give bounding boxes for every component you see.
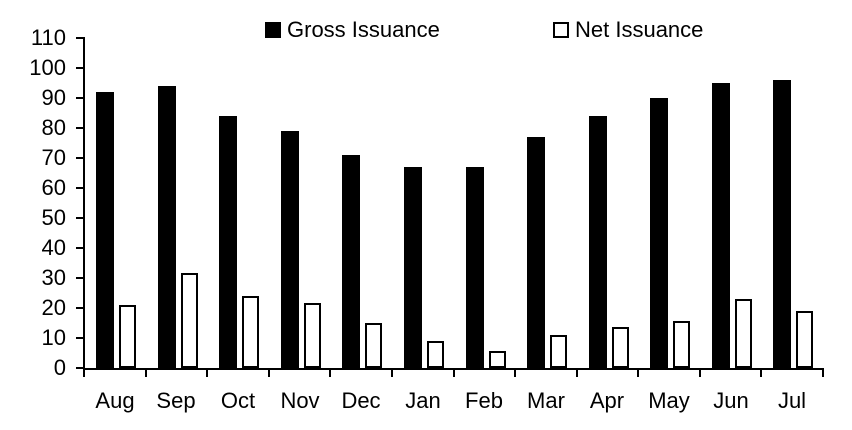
x-axis-label-sep: Sep (156, 388, 196, 413)
y-axis-tick (76, 307, 84, 309)
legend-item-net-issuance: Net Issuance (553, 17, 704, 42)
y-axis-label: 20 (41, 295, 66, 320)
y-axis-tick (76, 247, 84, 249)
bar-gross-issuance-dec (342, 155, 360, 368)
x-axis-label-feb: Feb (465, 388, 503, 413)
legend-swatch-net-issuance (553, 22, 569, 38)
y-axis-label: 100 (29, 55, 66, 80)
bar-net-issuance-mar (550, 335, 567, 368)
x-axis-tick (822, 368, 824, 377)
bar-net-issuance-may (673, 321, 690, 368)
x-axis-tick (267, 368, 270, 377)
y-axis-tick (76, 367, 84, 369)
x-axis-label-may: May (648, 388, 690, 413)
x-axis-label-nov: Nov (280, 388, 320, 413)
y-axis-tick (76, 157, 84, 159)
y-axis-tick (76, 97, 84, 99)
y-axis-tick (76, 277, 84, 279)
bar-net-issuance-nov (304, 303, 321, 368)
x-axis-label-apr: Apr (589, 388, 625, 413)
bar-net-issuance-dec (365, 323, 382, 368)
y-axis-label: 90 (41, 85, 66, 110)
x-axis-label-jan: Jan (405, 388, 441, 413)
x-axis-tick (206, 368, 209, 377)
x-axis-tick (760, 368, 763, 377)
bar-gross-issuance-apr (589, 116, 607, 368)
y-axis-tick (76, 217, 84, 219)
y-axis-tick (76, 187, 84, 189)
bar-gross-issuance-mar (527, 137, 545, 368)
bar-gross-issuance-sep (158, 86, 176, 368)
bar-net-issuance-feb (489, 351, 506, 368)
y-axis-label: 80 (41, 115, 66, 140)
y-axis-tick (76, 337, 84, 339)
x-axis-tick (452, 368, 455, 377)
bar-gross-issuance-may (650, 98, 668, 368)
y-axis-tick (76, 37, 84, 39)
y-axis-label: 60 (41, 175, 66, 200)
x-axis-label-jun: Jun (713, 388, 749, 413)
x-axis-label-jul: Jul (777, 388, 807, 413)
x-axis-label-aug: Aug (95, 388, 135, 413)
x-axis-tick (144, 368, 147, 377)
y-axis-tick (76, 127, 84, 129)
y-axis-label: 0 (53, 355, 66, 380)
x-axis-label-oct: Oct (220, 388, 256, 413)
x-axis-tick (514, 368, 517, 377)
bar-net-issuance-jun (735, 299, 752, 368)
x-axis-tick (390, 368, 393, 377)
legend-item-gross-issuance: Gross Issuance (265, 17, 440, 42)
legend-swatch-gross-issuance (265, 22, 281, 38)
bar-net-issuance-sep (181, 273, 198, 368)
bar-gross-issuance-aug (96, 92, 114, 368)
bar-gross-issuance-feb (466, 167, 484, 368)
legend-label-gross-issuance: Gross Issuance (287, 17, 440, 42)
x-axis-label-dec: Dec (341, 388, 381, 413)
bar-gross-issuance-oct (219, 116, 237, 368)
x-axis-label-mar: Mar (527, 388, 565, 413)
x-axis-tick (329, 368, 332, 377)
bar-gross-issuance-jul (773, 80, 791, 368)
x-axis-tick (83, 368, 85, 377)
y-axis-line (83, 37, 85, 370)
bar-net-issuance-apr (612, 327, 629, 368)
legend-label-net-issuance: Net Issuance (575, 17, 704, 42)
x-axis-tick (575, 368, 578, 377)
x-axis-tick (698, 368, 701, 377)
bar-gross-issuance-jan (404, 167, 422, 368)
bar-net-issuance-oct (242, 296, 259, 368)
bar-net-issuance-jul (796, 311, 813, 368)
bar-gross-issuance-nov (281, 131, 299, 368)
x-axis-tick (637, 368, 640, 377)
y-axis-label: 50 (41, 205, 66, 230)
y-axis-label: 70 (41, 145, 66, 170)
bar-net-issuance-aug (119, 305, 136, 368)
y-axis-label: 110 (30, 25, 66, 50)
bar-net-issuance-jan (427, 341, 444, 368)
y-axis-tick (76, 67, 84, 69)
y-axis-label: 10 (41, 325, 66, 350)
y-axis-label: 40 (41, 235, 66, 260)
bar-gross-issuance-jun (712, 83, 730, 368)
y-axis-label: 30 (41, 265, 66, 290)
